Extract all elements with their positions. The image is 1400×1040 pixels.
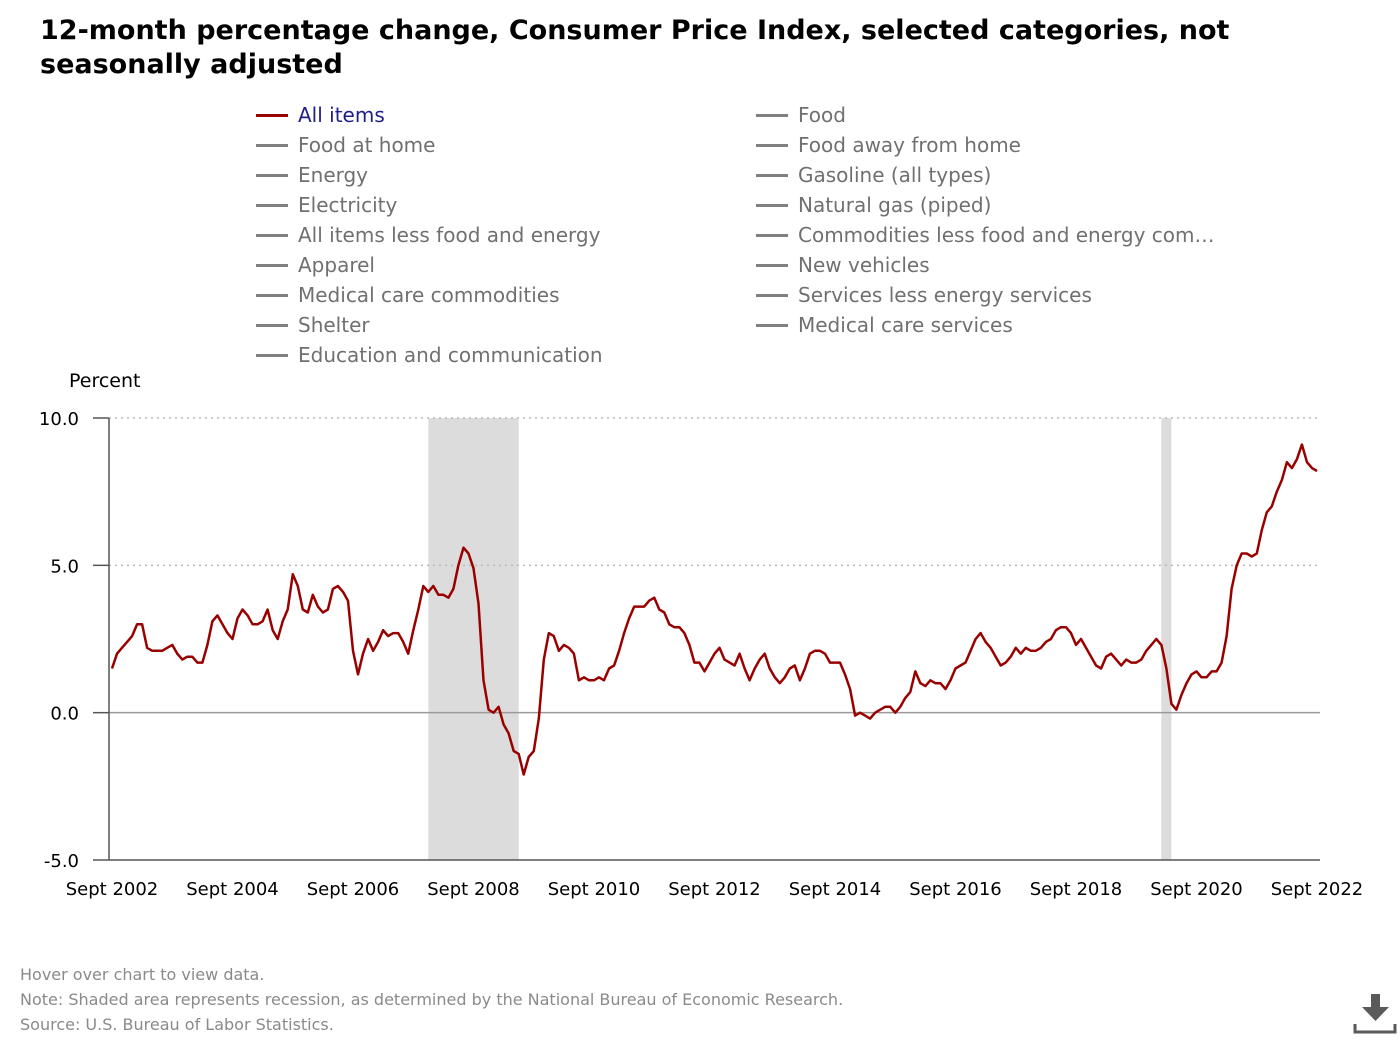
y-tick-label: -5.0 xyxy=(44,851,79,872)
legend-label: Medical care commodities xyxy=(298,283,560,307)
legend-label: Shelter xyxy=(298,313,370,337)
recession-shade xyxy=(428,418,519,860)
legend-swatch xyxy=(756,113,788,117)
source-note: Source: U.S. Bureau of Labor Statistics. xyxy=(20,1015,334,1034)
legend-swatch xyxy=(756,263,788,267)
y-tick-label: 10.0 xyxy=(39,409,79,430)
legend-swatch xyxy=(756,173,788,177)
legend-label: Education and communication xyxy=(298,343,603,367)
legend-swatch xyxy=(756,143,788,147)
legend-label: New vehicles xyxy=(798,253,930,277)
hover-hint: Hover over chart to view data. xyxy=(20,965,265,984)
download-button[interactable] xyxy=(1352,992,1398,1036)
legend-item[interactable]: All items xyxy=(256,100,385,130)
chart-title: 12-month percentage change, Consumer Pri… xyxy=(40,15,1230,80)
legend-item[interactable]: New vehicles xyxy=(756,250,930,280)
recession-note: Note: Shaded area represents recession, … xyxy=(20,990,844,1009)
legend-item[interactable]: All items less food and energy xyxy=(256,220,600,250)
legend-label: All items less food and energy xyxy=(298,223,601,247)
legend-item[interactable]: Education and communication xyxy=(256,340,603,370)
legend-item[interactable]: Food xyxy=(756,100,846,130)
legend-item[interactable]: Natural gas (piped) xyxy=(756,190,991,220)
legend-item[interactable]: Commodities less food and energy com… xyxy=(756,220,1215,250)
legend-item[interactable]: Shelter xyxy=(256,310,370,340)
legend-swatch xyxy=(256,173,288,177)
legend-swatch xyxy=(256,203,288,207)
footnotes: Hover over chart to view data. Note: Sha… xyxy=(20,962,1220,1037)
y-axis-title: Percent xyxy=(69,370,141,392)
recession-shade xyxy=(1161,418,1172,860)
legend-item[interactable]: Medical care services xyxy=(756,310,1013,340)
legend-label: Commodities less food and energy com… xyxy=(798,223,1215,247)
x-tick-label: Sept 2022 xyxy=(1271,879,1364,900)
legend-label: Apparel xyxy=(298,253,375,277)
y-tick-label: 5.0 xyxy=(50,556,79,577)
legend-swatch xyxy=(256,263,288,267)
legend-label: Food at home xyxy=(298,133,436,157)
legend-swatch xyxy=(756,233,788,237)
x-tick-label: Sept 2006 xyxy=(307,879,400,900)
legend-label: Food xyxy=(798,103,846,127)
legend-item[interactable]: Food away from home xyxy=(756,130,1021,160)
x-tick-label: Sept 2016 xyxy=(909,879,1002,900)
legend-item[interactable]: Gasoline (all types) xyxy=(756,160,991,190)
legend-swatch xyxy=(256,143,288,147)
x-tick-label: Sept 2020 xyxy=(1150,879,1243,900)
legend-item[interactable]: Energy xyxy=(256,160,368,190)
legend-item[interactable]: Services less energy services xyxy=(756,280,1092,310)
legend: All items Food Food at home Food away from … xyxy=(256,100,1256,372)
y-tick-label: 0.0 xyxy=(50,704,79,725)
legend-swatch xyxy=(256,353,288,357)
legend-label: Gasoline (all types) xyxy=(798,163,992,187)
legend-item[interactable]: Apparel xyxy=(256,250,375,280)
legend-label: Natural gas (piped) xyxy=(798,193,992,217)
x-tick-label: Sept 2018 xyxy=(1030,879,1123,900)
x-tick-label: Sept 2014 xyxy=(789,879,882,900)
x-tick-label: Sept 2012 xyxy=(668,879,761,900)
series-line-all-items[interactable] xyxy=(110,443,1318,776)
legend-label: All items xyxy=(298,103,385,127)
legend-swatch xyxy=(256,233,288,237)
legend-label: Medical care services xyxy=(798,313,1013,337)
legend-label: Electricity xyxy=(298,193,398,217)
download-icon xyxy=(1353,994,1397,1034)
legend-label: Services less energy services xyxy=(798,283,1092,307)
legend-item[interactable]: Food at home xyxy=(256,130,435,160)
legend-item[interactable]: Electricity xyxy=(256,190,397,220)
x-tick-label: Sept 2008 xyxy=(427,879,520,900)
legend-swatch xyxy=(756,293,788,297)
x-tick-label: Sept 2004 xyxy=(186,879,279,900)
legend-item[interactable]: Medical care commodities xyxy=(256,280,559,310)
legend-swatch xyxy=(256,323,288,327)
x-tick-label: Sept 2002 xyxy=(66,879,159,900)
legend-swatch xyxy=(756,323,788,327)
legend-label: Energy xyxy=(298,163,369,187)
legend-label: Food away from home xyxy=(798,133,1021,157)
legend-swatch xyxy=(256,113,288,117)
legend-swatch xyxy=(256,293,288,297)
legend-swatch xyxy=(756,203,788,207)
x-tick-label: Sept 2010 xyxy=(548,879,641,900)
